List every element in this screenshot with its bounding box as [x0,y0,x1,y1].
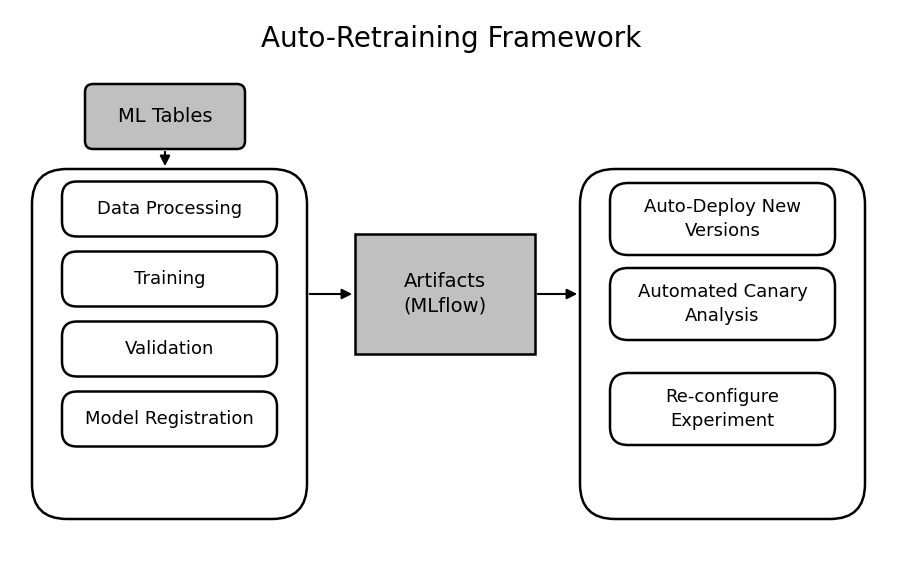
Text: Re-configure
Experiment: Re-configure Experiment [666,388,779,430]
Text: Auto-Retraining Framework: Auto-Retraining Framework [261,25,641,53]
Text: Deploy pipeline: Deploy pipeline [647,187,798,206]
FancyBboxPatch shape [610,183,835,255]
FancyBboxPatch shape [610,373,835,445]
FancyBboxPatch shape [355,234,535,354]
FancyBboxPatch shape [85,84,245,149]
Text: Training: Training [133,270,206,288]
FancyBboxPatch shape [580,169,865,519]
FancyBboxPatch shape [62,182,277,236]
Text: Automated Canary
Analysis: Automated Canary Analysis [638,283,807,325]
Text: ML Tables: ML Tables [118,107,212,126]
Text: Offline workflow: Offline workflow [90,187,249,206]
FancyBboxPatch shape [32,169,307,519]
Text: Data Processing: Data Processing [97,200,242,218]
FancyBboxPatch shape [62,391,277,447]
Text: Model Registration: Model Registration [85,410,253,428]
Text: Artifacts
(MLflow): Artifacts (MLflow) [403,272,486,316]
Text: Validation: Validation [124,340,214,358]
FancyBboxPatch shape [62,252,277,306]
FancyBboxPatch shape [610,268,835,340]
Text: Auto-Deploy New
Versions: Auto-Deploy New Versions [644,198,801,240]
FancyBboxPatch shape [62,321,277,377]
